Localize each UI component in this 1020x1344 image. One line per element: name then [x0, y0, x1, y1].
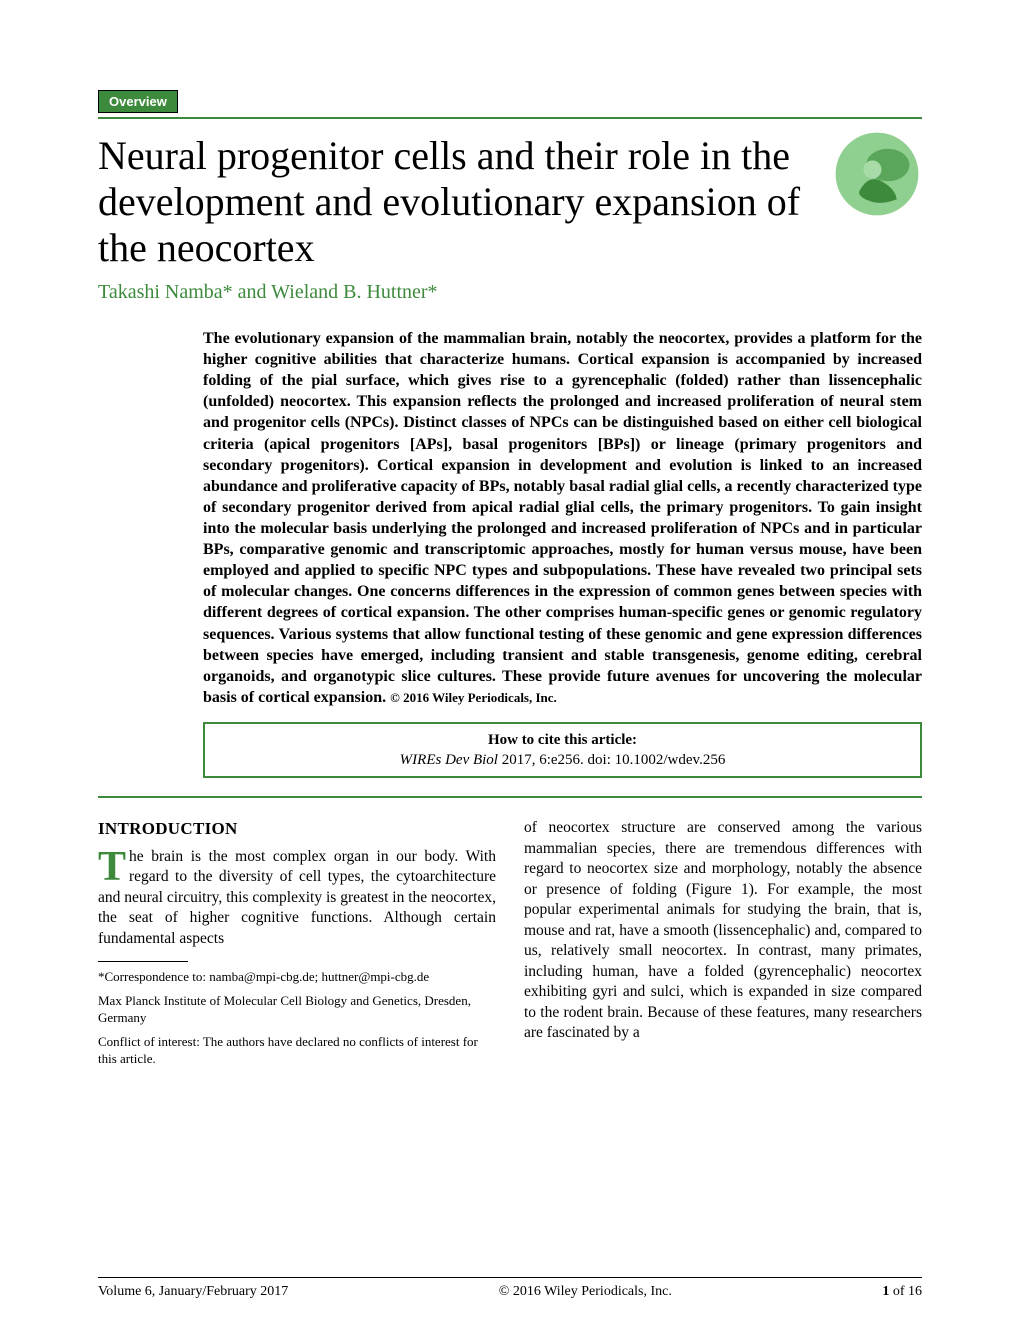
badge-row: Overview [98, 90, 922, 117]
page: Overview Neural progenitor cells and the… [0, 0, 1020, 1344]
dropcap: T [98, 847, 129, 886]
cite-box: How to cite this article: WIREs Dev Biol… [203, 722, 922, 779]
mid-rule [98, 796, 922, 798]
top-rule [98, 117, 922, 119]
body-columns: INTRODUCTION The brain is the most compl… [98, 818, 922, 1067]
cite-line: WIREs Dev Biol 2017, 6:e256. doi: 10.100… [219, 750, 906, 770]
footnote-correspondence: *Correspondence to: namba@mpi-cbg.de; hu… [98, 968, 496, 986]
abstract: The evolutionary expansion of the mammal… [203, 328, 922, 708]
column-right: of neocortex structure are conserved amo… [524, 818, 922, 1043]
intro-p1: he brain is the most complex organ in ou… [98, 848, 496, 947]
column-left: INTRODUCTION The brain is the most compl… [98, 818, 496, 1067]
article-type-badge: Overview [98, 90, 178, 113]
page-footer: Volume 6, January/February 2017 © 2016 W… [98, 1277, 922, 1300]
abstract-copyright: © 2016 Wiley Periodicals, Inc. [390, 690, 557, 705]
footnote-affiliation: Max Planck Institute of Molecular Cell B… [98, 992, 496, 1027]
section-heading: INTRODUCTION [98, 818, 496, 840]
cite-heading: How to cite this article: [219, 730, 906, 750]
footnote-conflict: Conflict of interest: The authors have d… [98, 1033, 496, 1068]
footer-page: 1 of 16 [882, 1284, 922, 1300]
article-title: Neural progenitor cells and their role i… [98, 133, 812, 271]
journal-logo-icon [832, 129, 922, 219]
footer-copyright: © 2016 Wiley Periodicals, Inc. [499, 1284, 672, 1300]
header-row: Neural progenitor cells and their role i… [98, 133, 922, 271]
intro-p1-cont: of neocortex structure are conserved amo… [524, 818, 922, 1043]
abstract-text: The evolutionary expansion of the mammal… [203, 330, 922, 706]
footnote-rule [98, 961, 188, 962]
authors: Takashi Namba* and Wieland B. Huttner* [98, 281, 922, 304]
cite-journal: WIREs Dev Biol [400, 752, 498, 768]
footnotes: *Correspondence to: namba@mpi-cbg.de; hu… [98, 968, 496, 1068]
footer-volume: Volume 6, January/February 2017 [98, 1284, 288, 1300]
